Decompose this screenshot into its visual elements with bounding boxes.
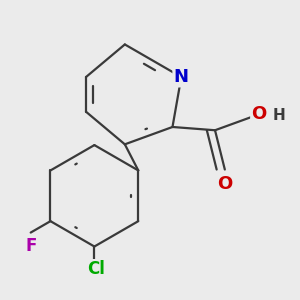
Text: O: O <box>217 175 232 193</box>
Text: Cl: Cl <box>87 260 105 278</box>
Text: N: N <box>174 68 189 86</box>
Text: F: F <box>25 237 36 255</box>
Text: O: O <box>252 105 267 123</box>
Text: H: H <box>272 108 285 123</box>
